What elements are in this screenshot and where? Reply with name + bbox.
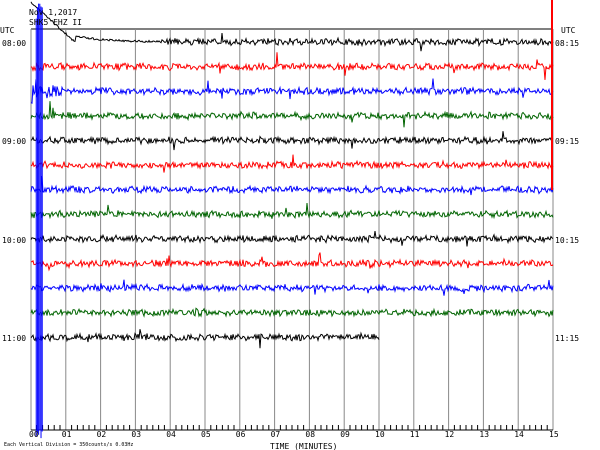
- trace-row-4: [30, 131, 554, 151]
- left-utc-label: UTC: [0, 26, 15, 35]
- trace-row-9: [31, 252, 554, 272]
- trace-row-3: [30, 101, 554, 128]
- right-utc-label: UTC: [561, 26, 576, 35]
- x-tick-label: 03: [131, 430, 142, 439]
- x-tick-label: 08: [305, 430, 316, 439]
- x-tick-label: 01: [61, 430, 72, 439]
- left-time-label: 09:00: [2, 137, 27, 147]
- x-axis-title: TIME (MINUTES): [270, 442, 338, 450]
- left-time-label: 11:00: [2, 334, 27, 344]
- trace-row-5: [30, 154, 554, 173]
- right-time-label: 11:15: [555, 334, 580, 344]
- x-tick-label: 04: [166, 430, 176, 439]
- x-tick-label: 11: [409, 430, 420, 439]
- left-time-label: 10:00: [2, 235, 27, 245]
- right-time-label: 10:15: [555, 235, 580, 245]
- x-tick-label: 13: [479, 430, 490, 439]
- trace-row-6: [30, 175, 554, 196]
- right-time-label: 09:15: [555, 137, 580, 147]
- trace-row-1: [30, 52, 554, 80]
- x-tick-label: 06: [235, 430, 246, 439]
- footer-note: Each Vertical Division = 350counts/s 0.0…: [4, 442, 134, 448]
- trace-row-0: [30, 1, 554, 52]
- station-label: SHK5 EHZ II: [29, 18, 82, 27]
- x-tick-label: 02: [96, 430, 107, 439]
- x-tick-label: 07: [270, 430, 281, 439]
- trace-row-10: [30, 279, 554, 296]
- trace-row-8: [30, 231, 554, 247]
- x-tick-label: 00: [29, 430, 39, 439]
- date-label: Nov 1,2017: [29, 8, 78, 17]
- x-tick-label: 10: [375, 430, 385, 439]
- x-tick-label: 09: [340, 430, 350, 439]
- left-time-label: 08:00: [2, 39, 27, 48]
- x-tick-label: 12: [444, 430, 455, 439]
- right-time-label: 08:15: [555, 39, 580, 48]
- x-tick-label: 05: [201, 430, 211, 439]
- trace-row-12: [30, 329, 380, 349]
- x-tick-label: 14: [514, 430, 524, 439]
- x-tick-label: 15: [549, 430, 559, 439]
- trace-row-11: [30, 307, 554, 318]
- trace-row-7: [30, 203, 554, 220]
- trace-row-2: [30, 78, 554, 104]
